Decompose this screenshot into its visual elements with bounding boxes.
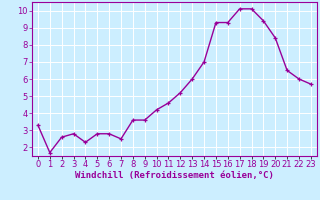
- X-axis label: Windchill (Refroidissement éolien,°C): Windchill (Refroidissement éolien,°C): [75, 171, 274, 180]
